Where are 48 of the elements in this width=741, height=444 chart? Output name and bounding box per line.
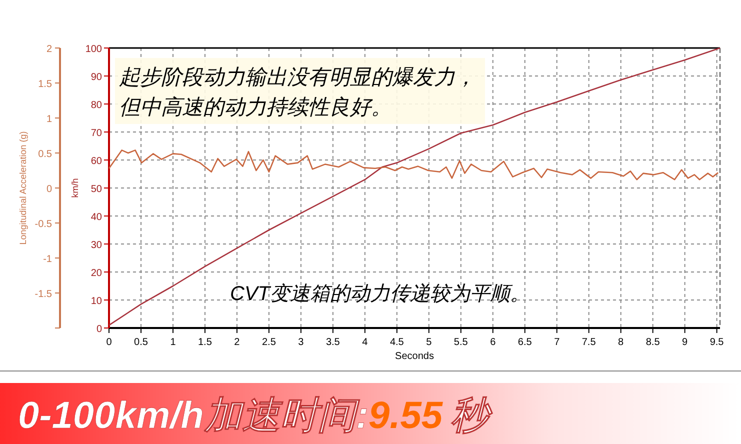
y2-tick-label: 1.5 <box>38 79 52 90</box>
x-tick-label: 3.5 <box>326 337 340 348</box>
y-axis-title: km/h <box>70 178 80 198</box>
x-tick-label: 3 <box>298 337 304 348</box>
y-tick-label: 0 <box>96 324 102 335</box>
y-tick-label: 100 <box>85 44 102 55</box>
y2-tick-label: 0.5 <box>38 149 52 160</box>
y-tick-label: 40 <box>90 212 102 223</box>
annotation: 但中高速的动力持续性良好。 <box>119 96 392 119</box>
x-tick-label: 0.5 <box>134 337 148 348</box>
x-tick-label: 8 <box>618 337 624 348</box>
x-tick-label: 1.5 <box>198 337 212 348</box>
x-tick-label: 9.5 <box>710 337 724 348</box>
annotation: CVT变速箱的动力传递较为平顺。 <box>230 283 530 305</box>
x-tick-label: 6.5 <box>518 337 532 348</box>
x-tick-label: 4 <box>362 337 368 348</box>
text: 0-100km/h加速时间:9.55秒 <box>18 395 494 437</box>
x-tick-label: 2.5 <box>262 337 276 348</box>
x-tick-label: 5.5 <box>454 337 468 348</box>
y-tick-label: 80 <box>90 100 102 111</box>
x-tick-label: 2 <box>234 337 240 348</box>
y-tick-label: 70 <box>90 128 102 139</box>
x-tick-label: 7 <box>554 337 560 348</box>
y-tick-label: 60 <box>90 156 102 167</box>
line-series <box>108 150 719 180</box>
x-tick-label: 5 <box>426 337 432 348</box>
y-tick-label: 10 <box>90 296 102 307</box>
line-series <box>108 47 721 326</box>
x-tick-label: 9 <box>682 337 688 348</box>
y2-tick-label: 2 <box>46 44 52 55</box>
y2-tick-label: -1.5 <box>34 289 52 300</box>
x-tick-label: 8.5 <box>646 337 660 348</box>
y2-tick-label: 0 <box>46 184 52 195</box>
y2-tick-label: 1 <box>46 114 52 125</box>
x-tick-label: 0 <box>106 337 112 348</box>
y2-tick-label: -0.5 <box>34 219 52 230</box>
y2-tick-label: -1 <box>43 254 52 265</box>
x-tick-label: 7.5 <box>582 337 596 348</box>
y2-axis-title: Longitudinal Acceleration (g) <box>18 131 28 245</box>
y-tick-label: 20 <box>90 268 102 279</box>
y-tick-label: 50 <box>90 184 102 195</box>
y-tick-label: 30 <box>90 240 102 251</box>
y-tick-label: 90 <box>90 72 102 83</box>
x-tick-label: 1 <box>170 337 176 348</box>
x-tick-label: 6 <box>490 337 496 348</box>
x-axis-title: Seconds <box>395 351 434 362</box>
x-tick-label: 4.5 <box>390 337 404 348</box>
annotation: 起步阶段动力输出没有明显的爆发力， <box>119 66 476 89</box>
